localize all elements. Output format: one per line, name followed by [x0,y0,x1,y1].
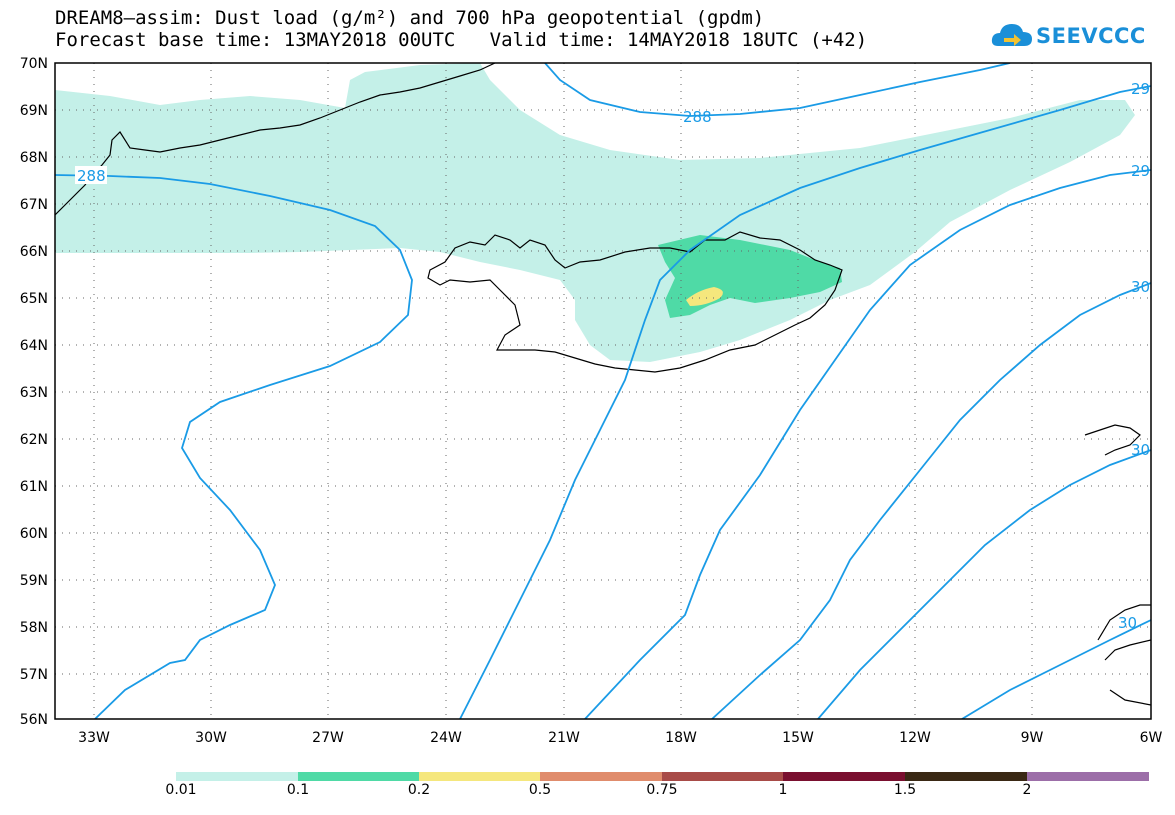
map-title-line1: DREAM8–assim: Dust load (g/m²) and 700 h… [55,7,765,29]
logo-text: SEEVCCC [1036,24,1146,48]
lat-label: 61N [20,479,48,495]
longitude-labels: 33W 30W 27W 24W 21W 18W 15W 12W 9W 6W [78,730,1162,746]
lat-label: 62N [20,432,48,448]
legend-swatch [298,772,419,781]
contour-label: 288 [683,108,712,126]
contour-30-b [817,449,1151,719]
contour-label: 29 [1131,162,1150,180]
lon-label: 21W [548,730,580,746]
lat-label: 70N [20,56,48,72]
contour-label: 30 [1118,614,1137,632]
lat-label: 68N [20,150,48,166]
map-frame [54,62,1152,720]
legend-colorbar [176,772,1149,781]
lat-label: 63N [20,385,48,401]
legend-swatch [662,772,783,781]
map-title-line2: Forecast base time: 13MAY2018 00UTC Vali… [55,29,868,51]
lat-label: 69N [20,103,48,119]
contour-30-c [961,619,1151,719]
contour-labels: 288 288 29 29 30 30 30 [75,80,1150,632]
lon-label: 12W [899,730,931,746]
geopotential-contours [55,63,1151,719]
legend-swatch [176,772,298,781]
contour-label: 29 [1131,80,1150,98]
lon-label: 18W [665,730,697,746]
lat-label: 59N [20,573,48,589]
lon-label: 27W [312,730,344,746]
dust-low-region [55,63,1135,362]
iceland-coast [427,231,843,373]
lat-label: 67N [20,197,48,213]
legend-swatch [419,772,540,781]
lat-label: 56N [20,712,48,728]
contour-label: 288 [77,167,106,185]
lat-label: 64N [20,338,48,354]
contour-29-b [584,169,1151,719]
legend-swatch [905,772,1027,781]
lon-label: 33W [78,730,110,746]
lat-label: 65N [20,291,48,307]
contour-label: 30 [1131,278,1150,296]
latitude-labels: 70N 69N 68N 67N 66N 65N 64N 63N 62N 61N … [20,56,48,728]
legend-swatch [540,772,662,781]
scotland-coast [1097,604,1151,706]
dust-high-region [686,287,723,306]
contour-label: 30 [1131,441,1150,459]
map-area: 288 288 29 29 30 30 30 [55,63,1151,719]
contour-30-a [711,282,1151,719]
lon-label: 15W [782,730,814,746]
graticule [55,63,1151,719]
legend-swatch [783,772,905,781]
contour-29-a [459,85,1151,719]
lat-label: 58N [20,620,48,636]
lon-label: 9W [1021,730,1044,746]
seevccc-logo: SEEVCCC [990,18,1145,58]
lat-label: 60N [20,526,48,542]
legend-swatch [1027,772,1149,781]
lon-label: 6W [1140,730,1163,746]
cloud-logo-icon [991,24,1032,46]
contour-288-left [55,174,413,719]
lon-label: 30W [195,730,227,746]
faroe-coast [1084,424,1141,456]
lat-label: 57N [20,667,48,683]
lon-label: 24W [430,730,462,746]
lat-label: 66N [20,244,48,260]
contour-288-top [544,63,1011,117]
